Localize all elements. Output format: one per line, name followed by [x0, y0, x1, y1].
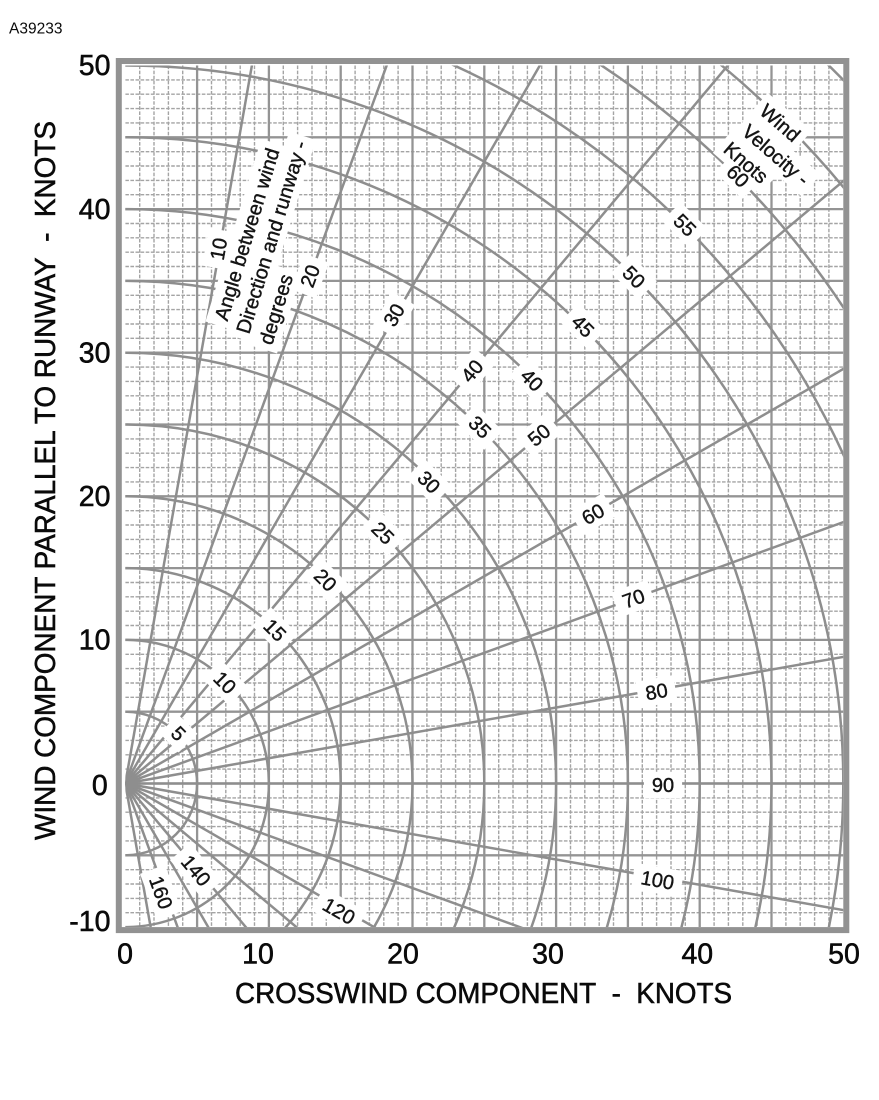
svg-text:A39233: A39233: [9, 21, 62, 38]
svg-text:WIND COMPONENT PARALLEL TO RUN: WIND COMPONENT PARALLEL TO RUNWAY - KNOT…: [30, 121, 62, 840]
svg-text:10: 10: [207, 236, 233, 262]
svg-text:40: 40: [681, 939, 713, 971]
svg-text:40: 40: [79, 194, 111, 226]
svg-text:30: 30: [79, 338, 111, 370]
svg-text:100: 100: [639, 867, 676, 894]
svg-text:50: 50: [79, 50, 111, 82]
svg-text:0: 0: [117, 939, 133, 971]
svg-text:10: 10: [242, 939, 274, 971]
svg-text:30: 30: [532, 939, 564, 971]
svg-text:90: 90: [652, 775, 674, 797]
svg-text:20: 20: [387, 939, 419, 971]
svg-text:50: 50: [828, 939, 860, 971]
svg-text:CROSSWIND COMPONENT - KNOTS: CROSSWIND COMPONENT - KNOTS: [235, 978, 732, 1010]
svg-text:0: 0: [92, 770, 108, 802]
svg-text:80: 80: [644, 680, 670, 706]
svg-text:-10: -10: [69, 906, 110, 938]
svg-text:20: 20: [79, 481, 111, 513]
svg-text:10: 10: [79, 625, 111, 657]
